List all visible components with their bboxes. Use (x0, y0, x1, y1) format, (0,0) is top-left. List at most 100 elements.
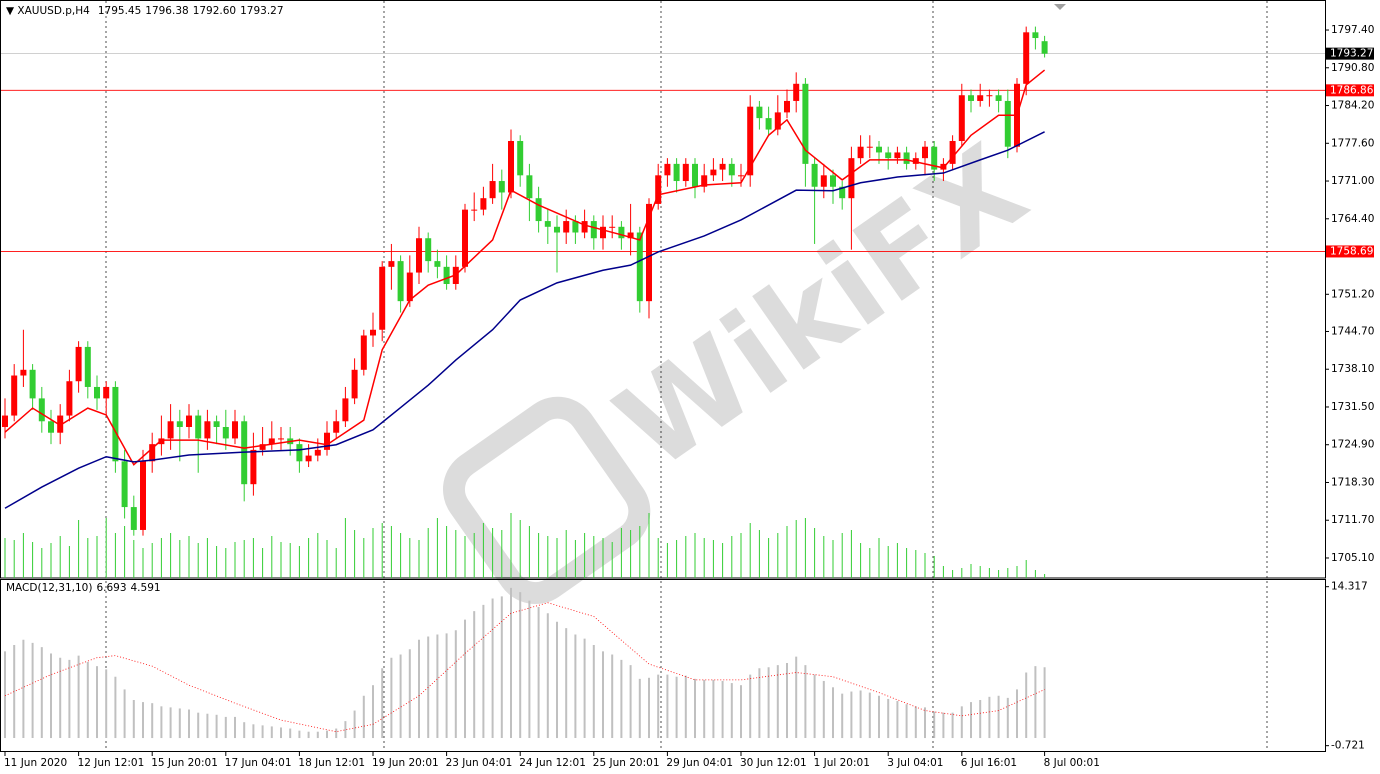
candle-body (949, 140, 956, 164)
candle-body (866, 146, 873, 148)
candle-body (222, 426, 229, 439)
candle-body (2, 415, 8, 427)
candle-body (75, 346, 82, 382)
candle-body (84, 346, 91, 387)
candle-body (682, 163, 689, 182)
candle-body (1041, 41, 1048, 54)
candle-body (1032, 32, 1039, 39)
candle-body (416, 238, 422, 273)
macd-y-tick-label: 14.317 (1331, 581, 1368, 593)
candle-body (11, 375, 18, 416)
candle-body (977, 95, 984, 101)
bar-close: 1793.27 (240, 5, 283, 17)
moving-average (4, 69, 1046, 466)
candle-body (508, 140, 514, 193)
candle-body (912, 158, 919, 164)
candle-body (324, 432, 330, 450)
candle-body (931, 146, 938, 170)
candle-body (876, 146, 882, 153)
candle-body (167, 421, 174, 439)
candle-body (471, 209, 478, 211)
candle-body (618, 226, 625, 239)
candle-body (140, 461, 146, 530)
current-price-label: 1793.27 (1330, 48, 1373, 60)
candle-body (636, 232, 643, 302)
candle-body (1004, 100, 1011, 147)
macd-y-tick-label: -0.721 (1331, 740, 1365, 752)
macd-panel-border (0, 579, 1326, 752)
candle-body (48, 421, 54, 433)
candle-body (544, 221, 551, 227)
candle-body (839, 186, 846, 199)
y-tick-label: 1797.40 (1331, 24, 1374, 36)
y-tick-label: 1738.10 (1331, 363, 1374, 375)
macd-header: MACD(12,31,10) 6.693 4.591 (6, 582, 161, 594)
candle-body (158, 438, 165, 445)
candle-body (370, 329, 376, 336)
bar-high: 1796.38 (145, 5, 188, 17)
candle-body (443, 266, 450, 284)
candle-body (830, 175, 836, 187)
x-tick-label: 25 Jun 20:01 (593, 757, 660, 769)
candle-body (995, 95, 1002, 101)
y-tick-label: 1784.20 (1331, 100, 1374, 112)
x-tick-label: 15 Jun 20:01 (151, 757, 218, 769)
macd-last-value: 6.693 (96, 582, 126, 594)
candle-body (333, 421, 340, 433)
candle-body (462, 209, 468, 267)
candle-body (305, 455, 312, 462)
candle-body (250, 449, 257, 485)
candle-body (738, 175, 744, 177)
y-tick-label: 1711.70 (1331, 514, 1374, 526)
x-tick-label: 1 Jul 20:01 (814, 757, 870, 769)
x-tick-label: 11 Jun 2020 (4, 757, 67, 769)
candle-body (802, 83, 809, 164)
y-tick-label: 1764.40 (1331, 213, 1374, 225)
candle-body (351, 369, 358, 399)
candle-body (922, 146, 928, 159)
candle-body (710, 169, 717, 176)
candle-body (259, 444, 266, 450)
candle-body (149, 444, 156, 462)
signal-last-value: 4.591 (131, 582, 161, 594)
candle-body (600, 226, 606, 239)
x-tick-label: 8 Jul 00:01 (1044, 757, 1100, 769)
candle-body (848, 158, 855, 199)
candle-body (554, 226, 560, 233)
symbol-title: XAUUSD.p,H4 (17, 5, 90, 17)
candle-body (360, 335, 367, 370)
signal-line (4, 602, 1045, 733)
x-tick-label: 24 Jun 12:01 (519, 757, 586, 769)
candle-body (195, 415, 202, 439)
candle-body (480, 198, 487, 210)
candle-body (811, 163, 818, 187)
candle-body (820, 175, 827, 187)
candle-body (655, 175, 662, 204)
candle-body (894, 152, 901, 159)
candle-body (204, 421, 211, 439)
level-label: 1786.86 (1330, 84, 1374, 96)
header-arrow: ▼ (6, 5, 17, 17)
y-tick-label: 1705.10 (1331, 552, 1374, 564)
x-tick-label: 29 Jun 04:01 (666, 757, 733, 769)
x-tick-label: 23 Jun 04:01 (446, 757, 513, 769)
candle-body (903, 152, 910, 164)
candle-body (314, 449, 321, 456)
candle-body (425, 238, 432, 262)
candle-body (66, 381, 73, 416)
candle-body (176, 421, 183, 427)
candle-body (535, 198, 542, 222)
current-price-box (1326, 47, 1374, 60)
candle-body (121, 461, 128, 508)
candle-body (498, 181, 505, 193)
candle-body (765, 118, 772, 130)
candle-body (526, 175, 533, 199)
y-tick-label: 1718.30 (1331, 476, 1374, 488)
bar-low: 1792.60 (193, 5, 236, 17)
candle-body (774, 112, 781, 130)
candle-body (581, 221, 588, 233)
y-tick-label: 1724.90 (1331, 439, 1374, 451)
candle-body (130, 507, 137, 530)
level-label: 1758.69 (1330, 245, 1373, 257)
candle-body (627, 232, 634, 239)
